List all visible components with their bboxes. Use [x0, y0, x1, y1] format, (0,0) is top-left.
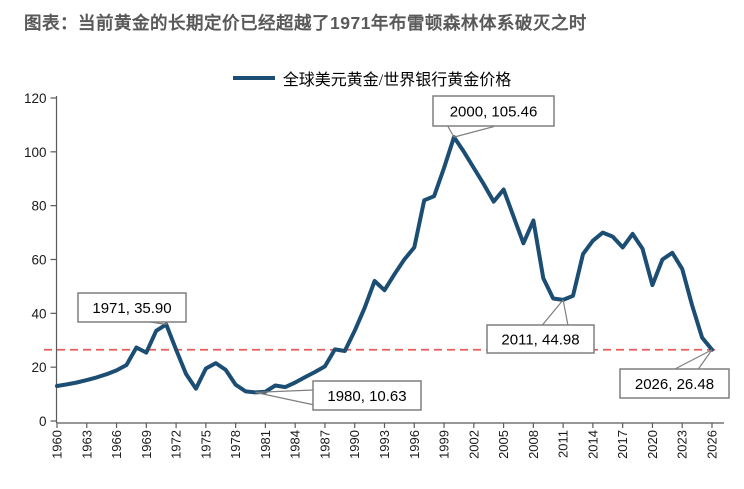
x-tick-label: 1987 [317, 430, 332, 459]
annotation-label: 1971, 35.90 [92, 300, 171, 317]
annotation-1971: 1971, 35.90 [77, 292, 187, 325]
y-tick-label: 20 [31, 360, 46, 375]
annotation-leader-line [255, 391, 320, 407]
x-tick-label: 1984 [288, 430, 303, 459]
annotation-2011: 2011, 44.98 [486, 299, 595, 354]
annotation-box [486, 324, 595, 354]
annotation-box [312, 380, 422, 411]
annotation-label: 2000, 105.46 [450, 104, 538, 121]
x-tick-label: 1996 [407, 430, 422, 459]
x-tick-label: 2011 [556, 430, 571, 458]
x-tick-label: 1990 [347, 430, 362, 459]
chart-title: 图表：当前黄金的长期定价已经超越了1971年布雷顿森林体系破灭之时 [24, 13, 587, 33]
annotation-leader-line [562, 299, 569, 326]
x-tick-label: 1999 [437, 430, 452, 459]
x-tick-label: 1972 [169, 430, 184, 459]
axes [50, 96, 724, 428]
x-tick-label: 2005 [496, 430, 511, 459]
x-tick-label: 2014 [585, 430, 600, 459]
x-tick-label: 2026 [704, 430, 719, 459]
x-tick-label: 1981 [258, 430, 273, 459]
y-tick-label: 100 [24, 145, 47, 160]
annotation-1980: 1980, 10.63 [255, 380, 422, 411]
y-tick-label: 60 [31, 253, 46, 268]
annotation-leader-line [255, 389, 314, 393]
x-tick-label: 2020 [645, 430, 660, 459]
annotation-2026: 2026, 26.48 [619, 349, 730, 399]
x-tick-label: 1978 [228, 430, 243, 459]
y-tick-label: 80 [31, 199, 46, 214]
legend-line-swatch [232, 76, 275, 80]
x-tick-label: 1966 [109, 430, 124, 459]
annotation-label: 2026, 26.48 [635, 376, 714, 393]
x-tick-label: 2008 [526, 430, 541, 459]
x-tick-label: 2023 [675, 430, 690, 459]
x-tick-label: 2017 [615, 430, 630, 459]
annotation-box [619, 368, 730, 399]
x-tick-label: 1993 [377, 430, 392, 459]
y-tick-label: 40 [31, 306, 46, 321]
annotation-box [432, 95, 555, 127]
price-line-series [55, 135, 714, 395]
x-tick-label: 1963 [79, 430, 94, 459]
annotation-leader-line [541, 299, 564, 326]
y-tick-label: 120 [24, 91, 47, 106]
annotation-2000: 2000, 105.46 [432, 95, 555, 138]
axis-labels: 0 20 40 60 80 100 120 1960 1963 1966 1969 1972 1975 1… [24, 91, 720, 459]
annotation-box [77, 292, 187, 323]
x-tick-label: 2002 [466, 430, 481, 459]
x-tick-label: 1969 [139, 430, 154, 459]
annotation-leader-line [697, 349, 713, 370]
chart-legend: 全球美元黄金/世界银行黄金价格 [0, 66, 744, 90]
x-tick-label: 1960 [50, 430, 65, 459]
annotation-label: 1980, 10.63 [327, 388, 406, 405]
annotation-leader-line [673, 349, 713, 371]
y-tick-label: 0 [39, 414, 47, 429]
legend-series-label: 全球美元黄金/世界银行黄金价格 [282, 72, 512, 89]
annotation-leader-line [447, 126, 455, 138]
annotation-leader-line [453, 125, 495, 138]
x-tick-label: 1975 [198, 430, 213, 459]
annotation-label: 2011, 44.98 [501, 332, 579, 349]
